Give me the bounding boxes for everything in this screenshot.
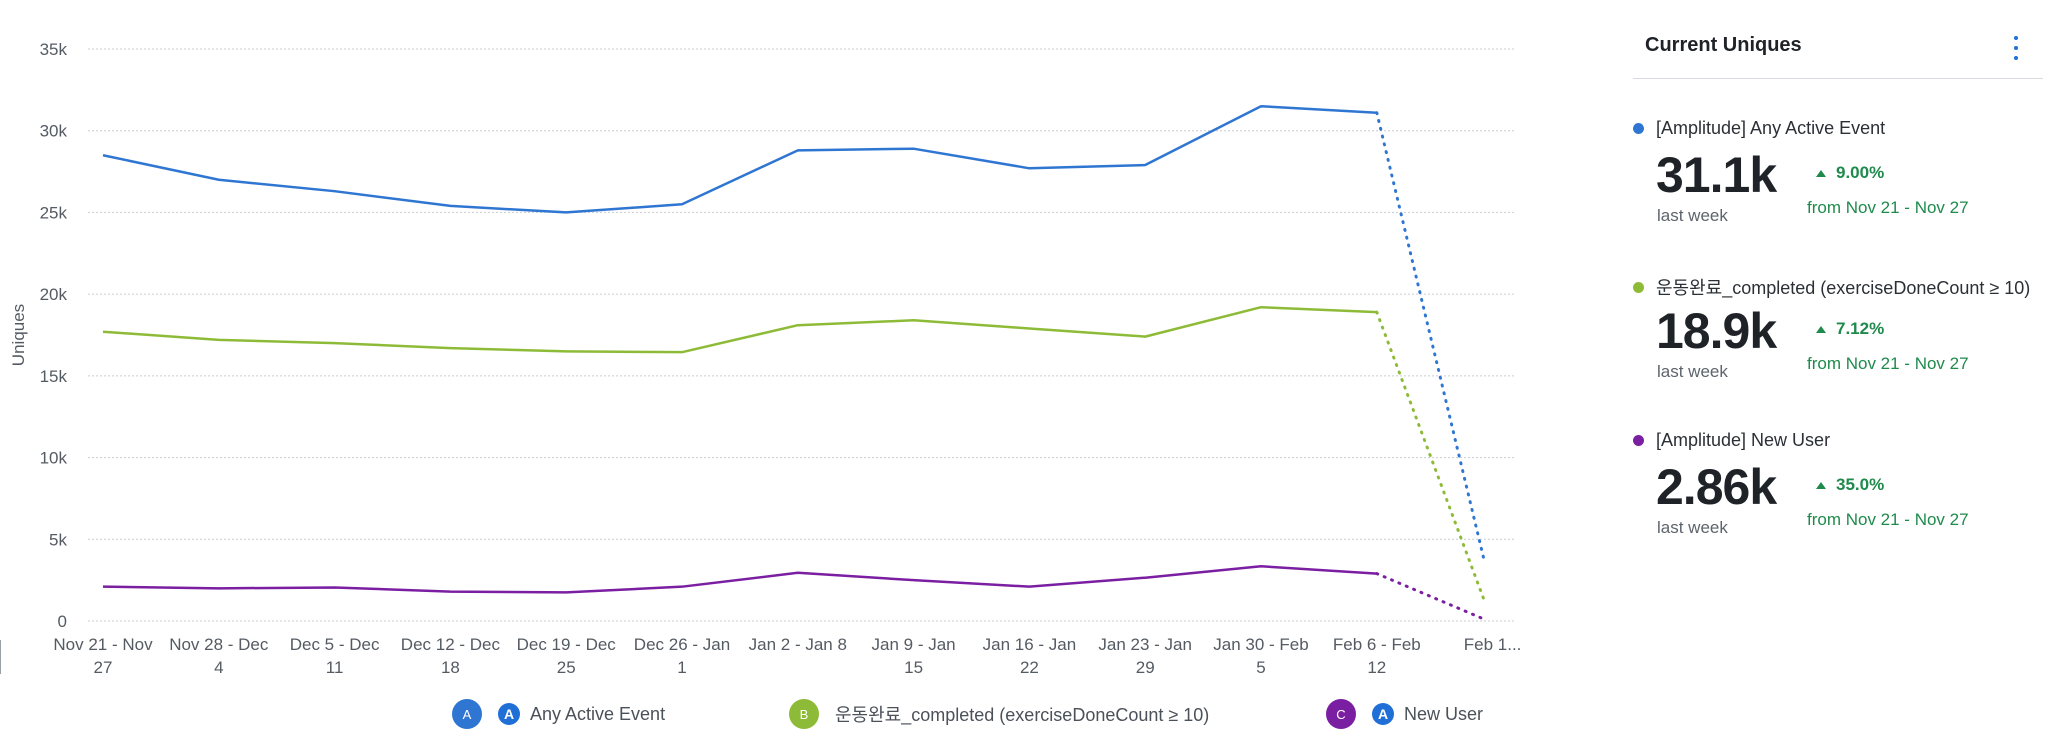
panel-divider — [0, 640, 1, 674]
series-dot — [1633, 435, 1644, 446]
x-tick-label: Nov 28 - Dec — [169, 635, 269, 654]
legend-label: Any Active Event — [530, 703, 666, 724]
x-tick-label: Feb 1... — [1464, 635, 1522, 654]
x-tick-label: Jan 2 - Jan 8 — [749, 635, 847, 654]
panel-title: Current Uniques — [1645, 34, 1802, 56]
x-tick-label: Dec 19 - Dec — [517, 635, 617, 654]
comparison-period: from Nov 21 - Nov 27 — [1807, 510, 1969, 529]
y-tick-label: 35k — [40, 40, 68, 59]
change-percent: 7.12% — [1836, 319, 1885, 338]
up-arrow-icon — [1816, 325, 1826, 333]
y-axis-title: Uniques — [9, 304, 28, 366]
series-b-badge: B — [789, 699, 819, 729]
metric-period: last week — [1657, 518, 1728, 537]
x-tick-label: Jan 30 - Feb — [1213, 635, 1308, 654]
series-dot — [1633, 123, 1644, 134]
metric-period: last week — [1657, 206, 1728, 225]
metric-name: [Amplitude] Any Active Event — [1656, 118, 1886, 138]
metric-change: 9.00% — [1816, 163, 1884, 183]
metric-card-c: [Amplitude] New User 2.86k last week 35.… — [1633, 430, 2043, 550]
change-percent: 9.00% — [1836, 163, 1885, 182]
y-tick-label: 10k — [40, 449, 68, 468]
amplitude-icon: A — [1372, 703, 1394, 725]
x-tick-label: Dec 5 - Dec — [290, 635, 380, 654]
x-tick-label: Nov 21 - Nov — [53, 635, 153, 654]
x-tick-label: 11 — [326, 658, 344, 677]
legend-label: 운동완료_completed (exerciseDoneCount ≥ 10) — [835, 705, 1210, 725]
y-tick-label: 15k — [40, 367, 68, 386]
x-tick-label: Dec 12 - Dec — [401, 635, 501, 654]
metric-change: 35.0% — [1816, 475, 1884, 495]
metric-value: 2.86k — [1656, 459, 1777, 515]
line-chart: 0 5k 10k 15k 20k 25k 30k 35k Uniques Nov 21 - Nov… — [9, 40, 1522, 677]
metric-name: [Amplitude] New User — [1656, 430, 1831, 450]
more-options-icon[interactable] — [2011, 36, 2021, 60]
legend-item-b[interactable]: B 운동완료_completed (exerciseDoneCount ≥ 10… — [789, 697, 1209, 731]
x-tick-label: Jan 23 - Jan — [1098, 635, 1192, 654]
series-a-badge: A — [452, 699, 482, 729]
series-incomplete-line-c — [1375, 572, 1487, 621]
legend-label: New User — [1404, 703, 1484, 724]
x-tick-label: Feb 6 - Feb — [1333, 635, 1421, 654]
comparison-period: from Nov 21 - Nov 27 — [1807, 198, 1969, 217]
current-uniques-panel: Current Uniques [Amplitude] Any Active E… — [1633, 0, 2043, 745]
legend-item-a[interactable]: A A Any Active Event — [452, 697, 665, 731]
x-tick-label: Jan 9 - Jan — [872, 635, 956, 654]
y-tick-label: 20k — [40, 285, 68, 304]
metric-card-b: 운동완료_completed (exerciseDoneCount ≥ 10) … — [1633, 274, 2043, 394]
series-dot — [1633, 281, 1644, 293]
metric-period: last week — [1657, 362, 1728, 381]
metric-card-a: [Amplitude] Any Active Event 31.1k last … — [1633, 118, 2043, 238]
x-tick-label: Jan 16 - Jan — [983, 635, 1077, 654]
up-arrow-icon — [1816, 481, 1826, 489]
x-tick-label: 25 — [557, 658, 576, 677]
series-c-badge: C — [1326, 699, 1356, 729]
amplitude-icon: A — [498, 703, 520, 725]
x-tick-label: 27 — [94, 658, 113, 677]
comparison-period: from Nov 21 - Nov 27 — [1807, 354, 1969, 373]
series-incomplete-line-a — [1375, 111, 1487, 564]
panel-header: Current Uniques — [1633, 22, 2043, 79]
change-percent: 35.0% — [1836, 475, 1885, 494]
x-tick-label: 18 — [441, 658, 460, 677]
x-tick-label: 29 — [1136, 658, 1155, 677]
up-arrow-icon — [1816, 169, 1826, 177]
x-tick-label: 5 — [1256, 658, 1265, 677]
chart-legend: A A Any Active Event B 운동완료_completed (e… — [0, 697, 1530, 731]
metric-change: 7.12% — [1816, 319, 1884, 339]
x-tick-label: 22 — [1020, 658, 1039, 677]
metric-name: 운동완료_completed (exerciseDoneCount ≥ 10) — [1656, 278, 2031, 298]
y-tick-label: 5k — [49, 530, 67, 549]
series-line-c — [102, 565, 1377, 594]
series-line-b — [102, 305, 1377, 354]
x-tick-label: 4 — [214, 658, 223, 677]
y-tick-label: 25k — [40, 203, 68, 222]
y-tick-label: 30k — [40, 122, 68, 141]
legend-item-c[interactable]: C A New User — [1326, 697, 1483, 731]
x-tick-label: 1 — [677, 658, 686, 677]
metric-value: 31.1k — [1656, 147, 1777, 203]
series-incomplete-line-b — [1375, 310, 1487, 603]
x-tick-label: 12 — [1367, 658, 1386, 677]
metric-value: 18.9k — [1656, 303, 1777, 359]
y-tick-label: 0 — [58, 612, 67, 631]
series-line-a — [102, 104, 1377, 214]
x-tick-label: 15 — [904, 658, 923, 677]
x-tick-label: Dec 26 - Jan — [634, 635, 730, 654]
